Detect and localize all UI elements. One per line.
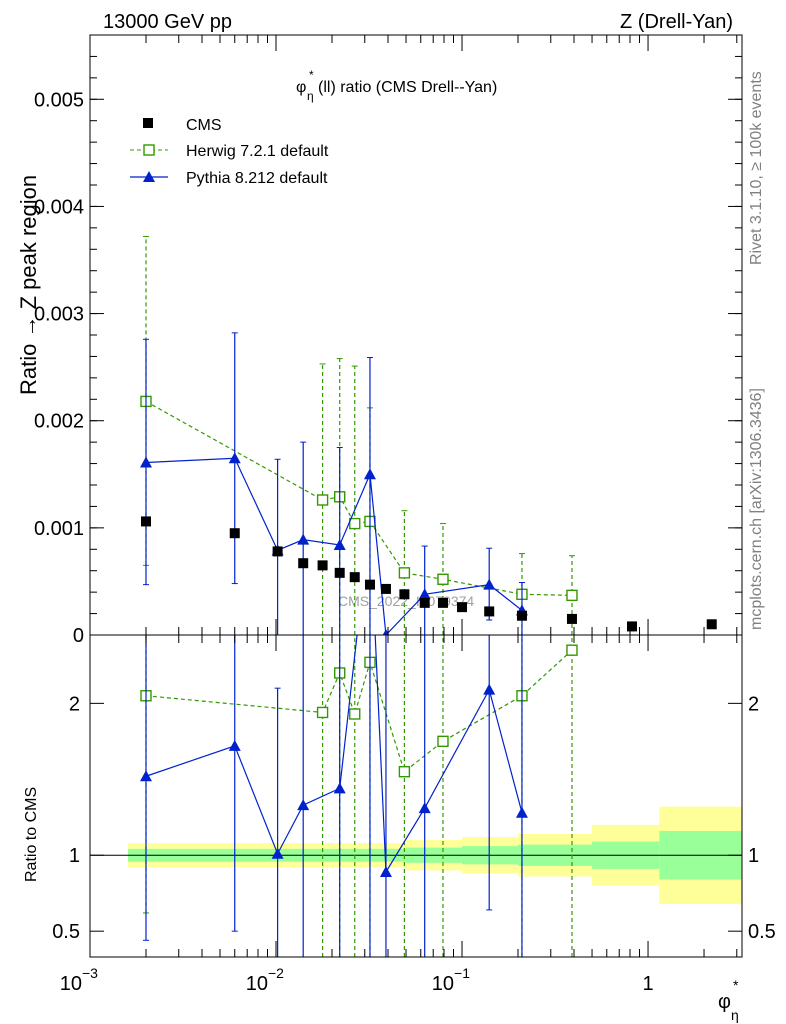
cms-point-12 <box>457 602 468 613</box>
legend: CMS Herwig 7.2.1 default Pythia 8.212 de… <box>130 117 329 187</box>
ratio-pythia-point-1 <box>228 739 241 751</box>
ratio-ytick-label-2: 2 <box>69 693 80 715</box>
pythia-point-7 <box>418 588 431 600</box>
herwig-point-1 <box>316 494 329 506</box>
header-right: Z (Drell-Yan) <box>620 11 733 33</box>
header-left: 13000 GeV pp <box>103 11 232 33</box>
ratio-herwig-point-5 <box>398 765 411 778</box>
ratio-pythia-point-2 <box>271 847 284 859</box>
main-ytick-label-3: 0.003 <box>34 304 84 326</box>
main-ytick-label-4: 0.004 <box>34 196 84 218</box>
pythia-point-0 <box>139 456 152 468</box>
xtick-label-3: 1 <box>642 973 653 995</box>
herwig-point-3 <box>349 517 361 530</box>
ratio-pythia-point-8 <box>483 683 496 695</box>
cms-point-13 <box>484 606 495 617</box>
ratio-pythia-point-0 <box>139 770 152 782</box>
ratio-ytick-label-right-0: 0.5 <box>748 921 776 943</box>
ratio-plot-area <box>139 635 578 957</box>
pythia-line <box>145 457 523 635</box>
main-ytick-label-2: 0.002 <box>34 411 84 433</box>
cms-point-6 <box>349 572 360 583</box>
xtick-label-exp-0: −3 <box>82 965 98 981</box>
ratio-herwig-point-1 <box>316 706 329 719</box>
ratio-herwig-point-8 <box>566 644 578 656</box>
ratio-ylabel: Ratio to CMS <box>23 787 40 882</box>
ratio-pythia-point-7 <box>418 802 431 814</box>
ratio-ytick-label-1: 1 <box>69 845 80 867</box>
xlabel-star: * <box>733 977 739 993</box>
legend-cms-marker <box>143 118 153 128</box>
title-phi: φ <box>296 79 306 96</box>
herwig-point-5 <box>398 567 411 579</box>
ratio-ytick-label-0: 0.5 <box>52 921 80 943</box>
main-plot-area <box>139 235 717 635</box>
legend-pythia-marker <box>143 171 155 182</box>
cms-point-16 <box>627 621 638 632</box>
cms-point-17 <box>706 619 717 630</box>
xlabel-phi: φ <box>718 991 731 1013</box>
cms-point-14 <box>516 610 527 621</box>
legend-cms-label: CMS <box>186 117 222 134</box>
ratio-ytick-label-right-1: 1 <box>748 845 759 867</box>
cms-point-5 <box>334 567 345 578</box>
cms-point-3 <box>298 558 309 569</box>
cms-point-0 <box>140 516 151 527</box>
main-ytick-label-0: 0 <box>73 625 84 647</box>
legend-pythia-label: Pythia 8.212 default <box>186 170 328 187</box>
title-eta: η <box>307 89 314 103</box>
xtick-label-exp-1: −2 <box>268 965 284 981</box>
xtick-label-1: 10 <box>246 973 268 995</box>
xlabel-eta: η <box>731 1007 739 1023</box>
pythia-point-3 <box>297 533 310 545</box>
legend-herwig-label: Herwig 7.2.1 default <box>186 143 329 160</box>
ratio-pythia-point-4 <box>333 782 346 794</box>
title-star: * <box>309 68 314 82</box>
herwig-line <box>145 400 572 596</box>
herwig-point-8 <box>566 589 578 602</box>
mcplots-label: mcplots.cern.ch [arXiv:1306.3436] <box>748 388 765 630</box>
title-rest: (ll) ratio (CMS Drell--Yan) <box>318 79 497 96</box>
rivet-label: Rivet 3.1.10, ≥ 100k events <box>748 71 765 265</box>
xtick-label-exp-2: −1 <box>454 965 470 981</box>
cms-point-2 <box>272 546 283 557</box>
pythia-point-4 <box>333 539 346 550</box>
cms-point-9 <box>399 589 410 600</box>
ratio-frame <box>89 634 743 958</box>
x-axis-title: φ * η <box>718 977 739 1023</box>
ratio-pythia-point-9 <box>515 806 528 818</box>
plot-title: φ * η (ll) ratio (CMS Drell--Yan) <box>296 68 497 103</box>
cms-point-7 <box>364 579 375 590</box>
cms-point-1 <box>229 528 240 539</box>
ratio-herwig-point-6 <box>437 735 449 748</box>
ratio-ytick-label-right-2: 2 <box>748 693 759 715</box>
cms-point-11 <box>437 597 448 608</box>
ratio-pythia-point-6 <box>379 865 392 877</box>
ratio-herwig-point-3 <box>349 708 361 720</box>
ratio-pythia-point-3 <box>297 799 310 811</box>
pythia-point-5 <box>363 468 376 480</box>
cms-point-4 <box>317 560 328 571</box>
xtick-label-2: 10 <box>432 973 454 995</box>
cms-point-8 <box>380 583 391 594</box>
herwig-point-6 <box>437 573 449 585</box>
main-ylabel: Ratio → Z peak region <box>16 175 41 395</box>
main-ytick-label-5: 0.005 <box>34 89 84 111</box>
pythia-point-1 <box>228 452 241 464</box>
pythia-point-8 <box>483 578 496 590</box>
legend-herwig-marker <box>143 144 155 156</box>
cms-point-15 <box>566 613 577 624</box>
xtick-label-0: 10 <box>60 973 82 995</box>
ratio-pythia-line <box>145 635 523 874</box>
main-ytick-label-1: 0.001 <box>34 518 84 540</box>
cms-point-10 <box>419 597 430 608</box>
